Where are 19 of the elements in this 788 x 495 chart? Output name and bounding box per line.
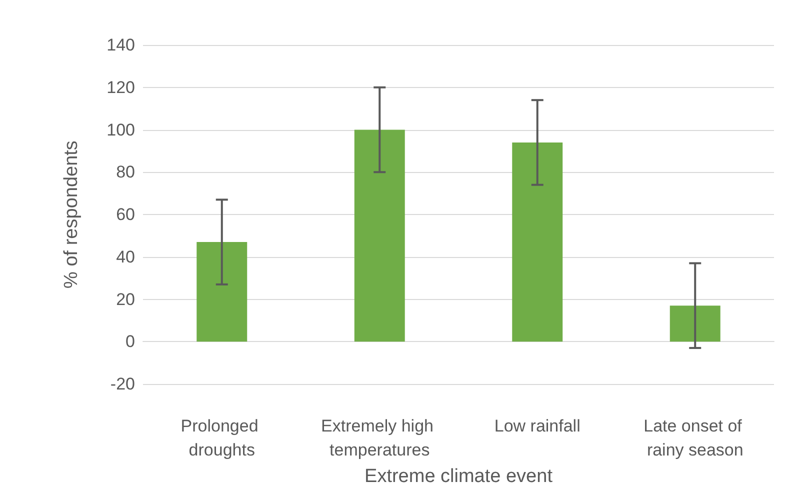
bar [196, 242, 248, 342]
x-axis-title: Extreme climate event [364, 466, 554, 487]
bar [354, 130, 405, 342]
y-axis-title: % of respondents [61, 140, 82, 288]
y-tick-label: 100 [106, 120, 135, 140]
y-tick-label: -20 [110, 374, 135, 394]
y-tick-label: 60 [116, 205, 135, 224]
y-tick-label: 20 [116, 290, 135, 309]
y-tick-label: 80 [116, 162, 135, 182]
y-tick-label: 0 [126, 332, 135, 352]
y-tick-label: 140 [106, 36, 135, 54]
x-tick-label: Prolonged droughts [180, 416, 263, 460]
x-tick-label: Late onset of rainy season [644, 416, 747, 460]
bar [670, 306, 720, 342]
x-tick-label: Low rainfall [494, 416, 580, 436]
bar [512, 142, 563, 342]
x-tick-label: Extremely high temperatures [321, 416, 438, 460]
y-tick-label: 120 [106, 78, 135, 97]
y-tick-label: 40 [116, 247, 135, 266]
